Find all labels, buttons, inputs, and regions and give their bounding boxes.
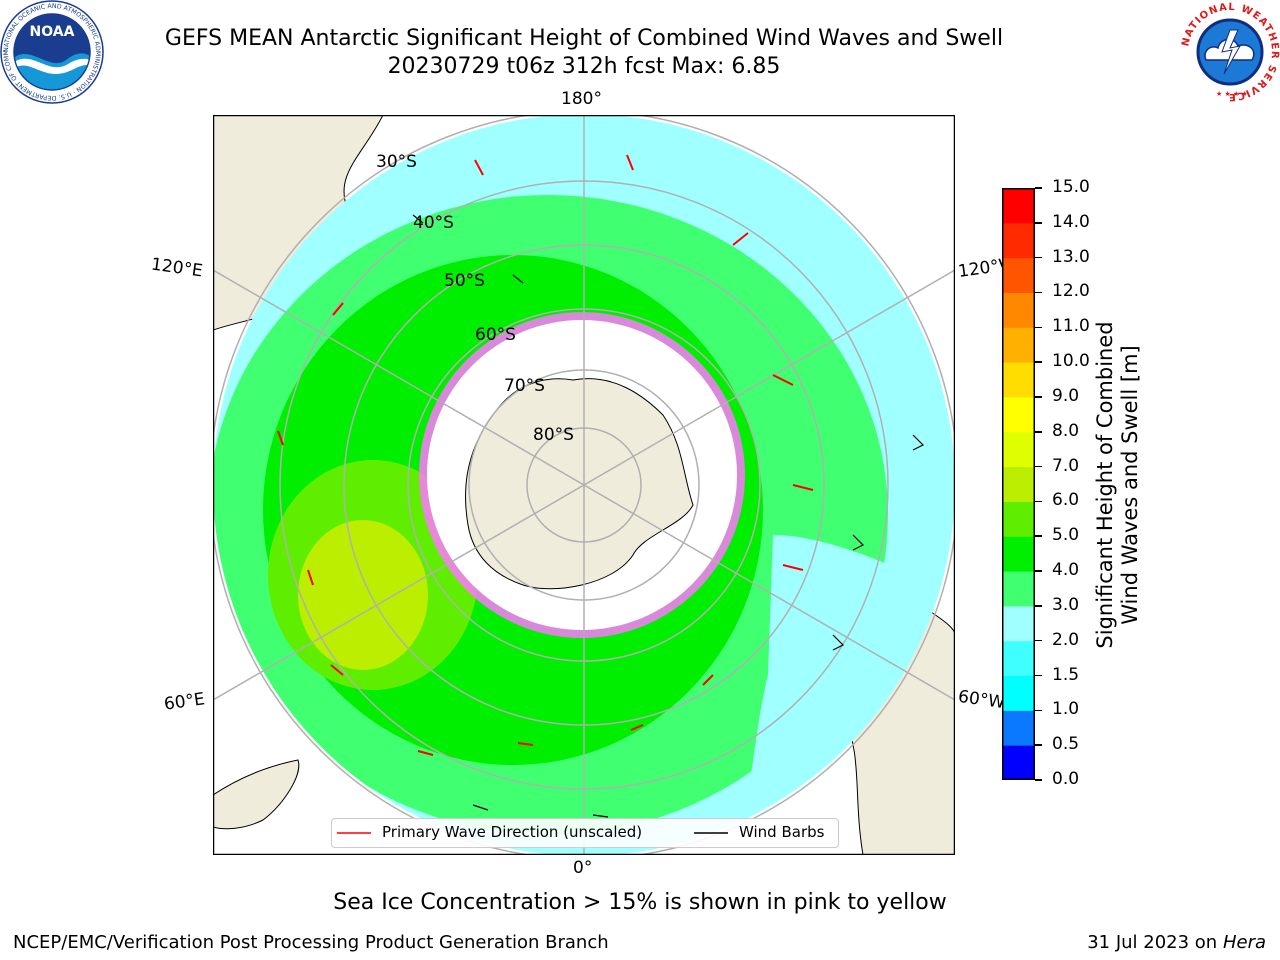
nws-logo: NATIONAL WEATHER SERVICE ★ ★ ★ ★ — [1179, 1, 1280, 103]
map-legend: Primary Wave Direction (unscaled) Wind B… — [331, 818, 839, 848]
wave-direction-legend-label: Primary Wave Direction (unscaled) — [382, 823, 643, 841]
colorbar-tick-label: 9.0 — [1052, 385, 1080, 406]
wind-barbs-legend-label: Wind Barbs — [739, 823, 825, 841]
colorbar-tick-label: 8.0 — [1052, 420, 1080, 441]
colorbar-cell — [1002, 327, 1035, 363]
noaa-logo-text: NOAA — [30, 24, 75, 40]
lat-label-30s: 30°S — [376, 152, 417, 172]
chart-subtitle: 20230729 t06z 312h fcst Max: 6.85 — [387, 54, 781, 79]
svg-text:★ ★ ★ ★: ★ ★ ★ ★ — [1216, 90, 1248, 98]
land-africa — [213, 759, 300, 830]
lat-label-50s: 50°S — [444, 271, 485, 291]
colorbar-tick-mark — [1035, 674, 1042, 677]
colorbar-tick-mark — [1035, 570, 1042, 572]
colorbar-tick-label: 1.5 — [1052, 664, 1080, 685]
colorbar-tick-label: 11.0 — [1052, 316, 1090, 337]
colorbar-cell — [1002, 605, 1035, 642]
lon-label-120e: 120°E — [149, 254, 204, 282]
colorbar-tick-mark — [1035, 431, 1042, 433]
colorbar-tick-mark — [1035, 605, 1042, 607]
footer-date-text: 31 Jul 2023 on — [1087, 932, 1223, 953]
colorbar-tick-mark — [1035, 361, 1042, 363]
colorbar-cell — [1002, 431, 1035, 468]
footer-credit: NCEP/EMC/Verification Post Processing Pr… — [13, 932, 609, 953]
graticule — [213, 115, 955, 855]
footer-host: Hera — [1222, 932, 1266, 953]
colorbar-tick-mark — [1035, 396, 1042, 398]
colorbar-tick-label: 7.0 — [1052, 455, 1080, 476]
colorbar-tick-label: 15.0 — [1052, 177, 1090, 197]
colorbar-cell — [1002, 188, 1035, 224]
lat-label-40s: 40°S — [413, 213, 454, 233]
colorbar-tick-label: 13.0 — [1052, 246, 1090, 267]
colorbar-tick-label: 3.0 — [1052, 594, 1080, 615]
colorbar-cell — [1002, 362, 1035, 398]
wind-barbs — [412, 214, 925, 818]
colorbar-tick-label: 10.0 — [1052, 351, 1090, 372]
map-panel — [213, 115, 955, 855]
sea-ice-note: Sea Ice Concentration > 15% is shown in … — [333, 890, 947, 915]
colorbar-cell — [1002, 396, 1035, 433]
colorbar-cell — [1002, 571, 1035, 607]
wave-arrows — [277, 154, 814, 756]
colorbar-tick-label: 5.0 — [1052, 525, 1080, 546]
colorbar-cell — [1002, 466, 1035, 502]
lon-label-180: 180° — [561, 89, 602, 109]
colorbar-cell — [1002, 222, 1035, 259]
colorbar-label-line1: Significant Height of Combined — [1093, 321, 1117, 649]
colorbar-cell — [1002, 640, 1035, 677]
colorbar-cell — [1002, 675, 1035, 711]
lat-label-70s: 70°S — [504, 376, 545, 396]
colorbar-tick-mark — [1035, 639, 1042, 642]
lat-label-60s: 60°S — [475, 325, 516, 345]
colorbar-tick-label: 14.0 — [1052, 211, 1090, 232]
colorbar-tick-label: 4.0 — [1052, 560, 1080, 581]
colorbar-label-line2: Wind Waves and Swell [m] — [1118, 345, 1142, 625]
wave-direction-legend-line — [337, 832, 371, 834]
colorbar-tick-mark — [1035, 500, 1042, 503]
colorbar-tick-mark — [1035, 256, 1042, 259]
colorbar-tick-mark — [1035, 744, 1042, 746]
lon-label-60w: 60°W — [956, 686, 1007, 714]
colorbar-cell — [1002, 745, 1035, 780]
lat-label-80s: 80°S — [533, 425, 574, 445]
colorbar — [1002, 188, 1035, 780]
colorbar-tick-label: 1.0 — [1052, 699, 1080, 720]
footer-date: 31 Jul 2023 on Hera — [1087, 932, 1266, 953]
colorbar-tick-label: 0.5 — [1052, 734, 1080, 755]
colorbar-cell — [1002, 536, 1035, 572]
chart-title: GEFS MEAN Antarctic Significant Height o… — [164, 26, 1004, 51]
colorbar-cell — [1002, 710, 1035, 746]
colorbar-tick-label: 6.0 — [1052, 490, 1080, 511]
colorbar-cell — [1002, 292, 1035, 328]
colorbar-tick-label: 0.0 — [1052, 769, 1080, 789]
land-antarctica — [465, 378, 694, 590]
colorbar-tick-mark — [1035, 465, 1042, 468]
wave-field-6m — [298, 520, 428, 670]
colorbar-tick-label: 2.0 — [1052, 629, 1080, 650]
colorbar-tick-mark — [1035, 291, 1042, 294]
colorbar-cell — [1002, 257, 1035, 293]
colorbar-tick-label: 12.0 — [1052, 281, 1090, 302]
colorbar-cell — [1002, 501, 1035, 537]
colorbar-tick-mark — [1035, 187, 1042, 189]
wind-barbs-legend-line — [694, 832, 728, 834]
colorbar-tick-mark — [1035, 222, 1042, 224]
noaa-logo: NATIONAL OCEANIC AND ATMOSPHERIC ADMINIS… — [0, 0, 104, 104]
colorbar-tick-mark — [1035, 326, 1042, 329]
colorbar-tick-mark — [1035, 535, 1042, 537]
colorbar-tick-mark — [1035, 709, 1042, 712]
lon-label-0: 0° — [573, 858, 593, 878]
colorbar-tick-mark — [1035, 779, 1042, 781]
lon-label-60e: 60°E — [162, 689, 207, 715]
